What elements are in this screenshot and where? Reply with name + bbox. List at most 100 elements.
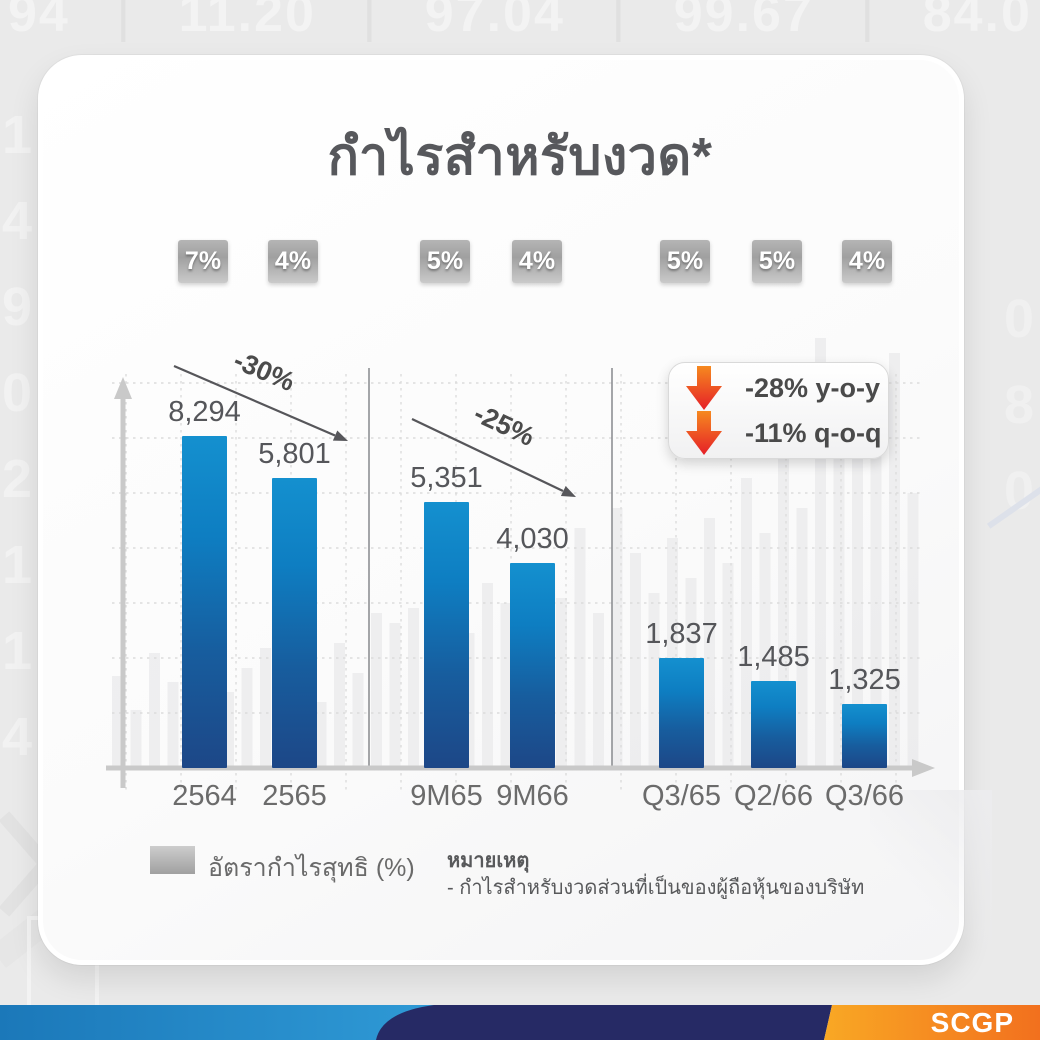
footer-stripe xyxy=(0,1005,1040,1040)
group-dividers xyxy=(368,368,613,768)
background-digit: 1 xyxy=(2,621,33,681)
background-bar xyxy=(907,493,919,768)
net-margin-badge: 4% xyxy=(842,240,892,283)
background-digit: 4 xyxy=(2,707,33,767)
ticker-separator: | xyxy=(611,0,628,43)
background-bar xyxy=(593,613,604,768)
background-bar xyxy=(260,648,271,768)
ticker-separator: | xyxy=(362,0,379,43)
x-axis-label: 9M66 xyxy=(496,780,569,812)
background-bar xyxy=(223,692,234,768)
background-digit: 8 xyxy=(1003,375,1034,435)
bar-Q3/66 xyxy=(842,704,887,768)
net-margin-badge: 5% xyxy=(752,240,802,283)
background-bar xyxy=(241,668,253,768)
chart-title: กำไรสำหรับงวด* xyxy=(327,128,713,186)
background-digit: 1 xyxy=(2,105,33,165)
background-bar xyxy=(482,583,493,768)
background-bar xyxy=(704,518,715,768)
grid-lines xyxy=(112,374,922,792)
x-axis-label: Q3/66 xyxy=(825,780,904,812)
background-bar xyxy=(648,593,660,768)
background-bar xyxy=(833,418,845,768)
net-margin-badge: 4% xyxy=(512,240,562,283)
background-digit: 0 xyxy=(2,363,33,423)
bar-9M66 xyxy=(510,563,555,768)
net-margin-badge: 4% xyxy=(268,240,318,283)
ticker-separator: | xyxy=(860,0,877,43)
background-bar xyxy=(759,533,771,768)
background-bar xyxy=(463,633,475,768)
bar-Q3/65 xyxy=(659,658,704,768)
scgp-logo: SCGP xyxy=(930,1007,1014,1038)
background-bar xyxy=(149,653,160,768)
x-axis-arrow xyxy=(106,759,935,777)
change-callout-box: -28% y-o-y -11% q-o-q xyxy=(668,362,889,459)
bar-2565 xyxy=(272,478,317,768)
callout-row-yoy: -28% y-o-y xyxy=(669,366,888,411)
x-axis-label: 2564 xyxy=(172,780,237,812)
down-arrow-icon xyxy=(686,411,722,455)
net-margin-badge: 5% xyxy=(660,240,710,283)
background-bar xyxy=(815,338,826,768)
trend-arrow-30 xyxy=(173,364,348,441)
x-axis-label: Q3/65 xyxy=(642,780,721,812)
background-bar xyxy=(778,448,789,768)
bar-Q2/66 xyxy=(751,681,796,768)
background-bar xyxy=(574,528,586,768)
x-axis-label: Q2/66 xyxy=(734,780,813,812)
background-bar xyxy=(315,702,327,768)
background-bar xyxy=(667,538,678,768)
down-arrow-icon xyxy=(686,366,722,410)
bar-value-label: 8,294 xyxy=(168,396,241,428)
background-bar xyxy=(334,643,345,768)
y-axis-arrow xyxy=(114,377,132,788)
background-bar xyxy=(130,710,142,768)
bar-9M65 xyxy=(424,502,469,768)
ticker-separator: | xyxy=(116,0,133,43)
background-bar xyxy=(889,353,900,768)
x-axis-label: 9M65 xyxy=(410,780,483,812)
note-body: - กำไรสำหรับงวดส่วนที่เป็นของผู้ถือหุ้นข… xyxy=(447,877,865,899)
callout-row-qoq: -11% q-o-q xyxy=(669,411,888,456)
background-digit: 4 xyxy=(2,191,33,251)
background-digit: 1 xyxy=(2,535,33,595)
net-margin-badge: 5% xyxy=(420,240,470,283)
x-axis-label: 2565 xyxy=(262,780,327,812)
bar-value-label: 5,351 xyxy=(410,462,483,494)
background-bar xyxy=(796,508,808,768)
footer-stripe-orange xyxy=(824,1005,1040,1040)
background-bar xyxy=(852,373,863,768)
callout-label-yoy: -28% y-o-y xyxy=(745,372,881,403)
ticker-number: 99.67 xyxy=(673,0,814,43)
card-corner-shade xyxy=(870,790,992,956)
background-bar xyxy=(112,676,123,768)
bar-2564 xyxy=(182,436,227,768)
background-bar xyxy=(611,508,623,768)
bar-value-label: 5,801 xyxy=(258,438,331,470)
background-bar xyxy=(408,608,419,768)
background-digit: 2 xyxy=(2,449,33,509)
background-bar xyxy=(352,673,364,768)
bar-value-label: 1,837 xyxy=(645,618,718,650)
background-digit: 0 xyxy=(1003,289,1034,349)
background-bar xyxy=(167,682,179,768)
net-margin-badge: 7% xyxy=(178,240,228,283)
background-bar xyxy=(630,553,641,768)
legend-swatch xyxy=(150,846,195,874)
ticker-number: 84.0 xyxy=(922,0,1032,43)
legend-label: อัตรากำไรสุทธิ (%) xyxy=(208,854,415,882)
trend-arrow-25 xyxy=(411,418,576,497)
ticker-number: 94 xyxy=(8,0,70,43)
footer-stripe-navy xyxy=(376,1005,832,1040)
ticker-number: 97.04 xyxy=(424,0,565,43)
background-digit: 9 xyxy=(2,277,33,337)
background-bar xyxy=(500,603,512,768)
ticker-number: 11.20 xyxy=(178,0,316,43)
background-bar xyxy=(371,613,382,768)
bar-value-label: 1,485 xyxy=(737,641,810,673)
callout-label-qoq: -11% q-o-q xyxy=(745,417,882,448)
bar-value-label: 4,030 xyxy=(496,523,569,555)
